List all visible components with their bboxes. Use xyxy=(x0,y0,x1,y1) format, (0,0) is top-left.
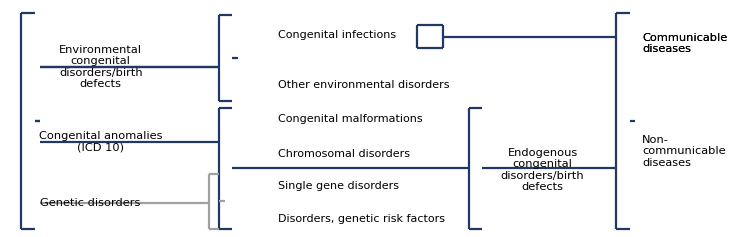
Text: Other environmental disorders: Other environmental disorders xyxy=(278,80,449,90)
Text: Communicable
diseases: Communicable diseases xyxy=(642,33,727,54)
Text: Non-
communicable
diseases: Non- communicable diseases xyxy=(642,135,726,168)
Text: Genetic disorders: Genetic disorders xyxy=(40,198,140,208)
Text: Communicable
diseases: Communicable diseases xyxy=(642,33,727,54)
Text: Endogenous
congenital
disorders/birth
defects: Endogenous congenital disorders/birth de… xyxy=(501,148,584,192)
Text: Congenital infections: Congenital infections xyxy=(278,30,395,40)
Text: Single gene disorders: Single gene disorders xyxy=(278,182,398,191)
Text: Environmental
congenital
disorders/birth
defects: Environmental congenital disorders/birth… xyxy=(59,45,142,89)
Text: Chromosomal disorders: Chromosomal disorders xyxy=(278,149,410,159)
Text: Congenital malformations: Congenital malformations xyxy=(278,114,422,123)
Text: Congenital anomalies
(ICD 10): Congenital anomalies (ICD 10) xyxy=(39,131,163,153)
Text: Disorders, genetic risk factors: Disorders, genetic risk factors xyxy=(278,214,445,224)
